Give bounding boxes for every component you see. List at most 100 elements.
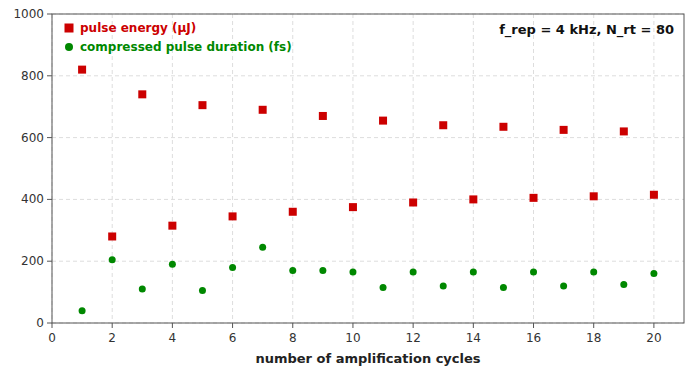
point: [78, 66, 86, 74]
tick-label-x: 0: [48, 331, 56, 345]
grid-line-y: [52, 199, 684, 200]
point: [349, 269, 356, 276]
tick-label-x: 20: [646, 331, 661, 345]
point: [109, 256, 116, 263]
point: [319, 267, 326, 274]
tick-y: [47, 323, 52, 324]
point: [139, 286, 146, 293]
tick-x: [473, 323, 474, 328]
tick-x: [52, 323, 53, 328]
point: [259, 106, 267, 114]
point: [590, 269, 597, 276]
chart-svg: 0246810121416182002004006008001000number…: [0, 0, 700, 375]
point: [380, 284, 387, 291]
point: [410, 269, 417, 276]
legend: pulse energy (μJ)compressed pulse durati…: [65, 21, 292, 54]
tick-x: [352, 323, 353, 328]
marks: [78, 66, 658, 315]
point: [440, 282, 447, 289]
tick-x: [172, 323, 173, 328]
point: [108, 232, 116, 240]
point: [409, 198, 417, 206]
point: [79, 307, 86, 314]
tick-y: [47, 261, 52, 262]
point: [199, 287, 206, 294]
point: [470, 269, 477, 276]
series-0: [78, 66, 658, 241]
point: [138, 90, 146, 98]
tick-label-y: 800: [21, 69, 44, 83]
chart-container: 0246810121416182002004006008001000number…: [0, 0, 700, 375]
tick-label-y: 600: [21, 131, 44, 145]
point: [379, 117, 387, 125]
tick-y: [47, 14, 52, 15]
point: [620, 281, 627, 288]
tick-label-y: 1000: [13, 7, 44, 21]
point: [650, 270, 657, 277]
point: [169, 261, 176, 268]
grid: [52, 14, 684, 323]
tick-label-y: 0: [36, 316, 44, 330]
point: [289, 267, 296, 274]
title: f_rep = 4 kHz, N_rt = 80: [499, 22, 674, 38]
grid-line-x: [352, 14, 353, 323]
point: [499, 123, 507, 131]
tick-label-x: 12: [406, 331, 421, 345]
point: [560, 282, 567, 289]
point: [590, 192, 598, 200]
point: [620, 127, 628, 135]
grid-line-y: [52, 75, 684, 76]
point: [229, 264, 236, 271]
grid-line-x: [172, 14, 173, 323]
point: [259, 244, 266, 251]
x-axis-label: number of amplification cycles: [255, 351, 480, 366]
point: [198, 101, 206, 109]
tick-x: [413, 323, 414, 328]
grid-line-x: [533, 14, 534, 323]
legend-marker: [65, 43, 73, 51]
series-1: [79, 244, 658, 314]
axes: 0246810121416182002004006008001000: [13, 7, 661, 345]
tick-label-x: 2: [108, 331, 116, 345]
tick-x: [232, 323, 233, 328]
grid-line-y: [52, 261, 684, 262]
point: [319, 112, 327, 120]
tick-label-x: 14: [466, 331, 481, 345]
tick-label-x: 4: [169, 331, 177, 345]
tick-label-x: 6: [229, 331, 237, 345]
tick-x: [593, 323, 594, 328]
point: [289, 208, 297, 216]
grid-line-x: [232, 14, 233, 323]
tick-x: [292, 323, 293, 328]
tick-label-x: 8: [289, 331, 297, 345]
point: [530, 269, 537, 276]
tick-label-y: 200: [21, 254, 44, 268]
point: [168, 222, 176, 230]
tick-label-x: 16: [526, 331, 541, 345]
grid-line-x: [593, 14, 594, 323]
legend-marker: [65, 24, 74, 33]
grid-line-x: [112, 14, 113, 323]
tick-y: [47, 199, 52, 200]
grid-line-y: [52, 137, 684, 138]
point: [469, 195, 477, 203]
point: [530, 194, 538, 202]
point: [229, 212, 237, 220]
plot-frame: [52, 14, 684, 323]
legend-label: compressed pulse duration (fs): [80, 40, 292, 54]
point: [560, 126, 568, 134]
tick-y: [47, 75, 52, 76]
point: [500, 284, 507, 291]
grid-line-x: [413, 14, 414, 323]
tick-label-y: 400: [21, 192, 44, 206]
point: [650, 191, 658, 199]
point: [349, 203, 357, 211]
tick-x: [533, 323, 534, 328]
tick-label-x: 18: [586, 331, 601, 345]
grid-line-x: [292, 14, 293, 323]
tick-x: [653, 323, 654, 328]
tick-label-x: 10: [345, 331, 360, 345]
grid-line-x: [473, 14, 474, 323]
tick-y: [47, 137, 52, 138]
point: [439, 121, 447, 129]
